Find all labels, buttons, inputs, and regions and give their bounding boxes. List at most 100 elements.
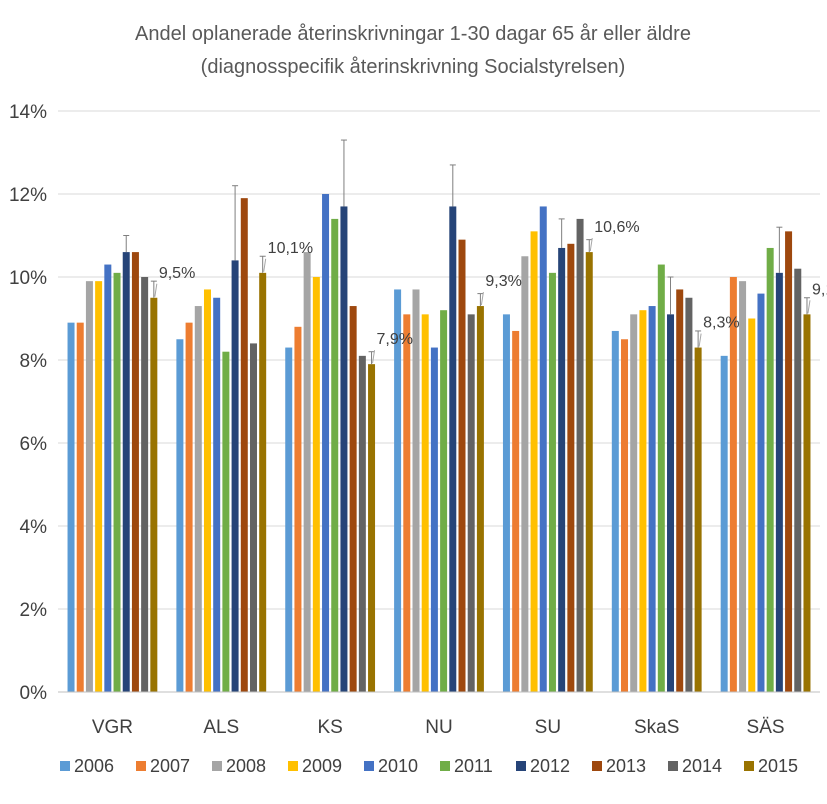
x-tick-label: ALS bbox=[203, 717, 239, 738]
legend-swatch bbox=[516, 761, 526, 771]
legend-label: 2012 bbox=[530, 756, 570, 776]
bar-SU-2008 bbox=[521, 256, 529, 692]
y-tick-label: 8% bbox=[20, 351, 48, 372]
data-label: 9,3% bbox=[485, 273, 521, 290]
bar-SU-2011 bbox=[548, 272, 556, 692]
bar-SkaS-2015 bbox=[694, 347, 702, 692]
bar-SU-2006 bbox=[502, 314, 510, 692]
chart-title: Andel oplanerade återinskrivningar 1-30 … bbox=[135, 23, 691, 45]
bar-NU-2014 bbox=[467, 314, 475, 692]
data-label-leader bbox=[480, 291, 484, 306]
bar-ALS-2008 bbox=[194, 306, 202, 692]
bar-VGR-2014 bbox=[141, 277, 149, 692]
legend: 2006 2007 2008 2009 2010 2011 2012 2013 2014 2015 bbox=[60, 756, 798, 776]
bar-SÄS-2011 bbox=[766, 247, 774, 692]
legend-swatch bbox=[60, 761, 70, 771]
bar-SkaS-2013 bbox=[676, 289, 684, 692]
bar-SU-2009 bbox=[530, 231, 538, 692]
bar-KS-2011 bbox=[331, 218, 339, 692]
x-tick-label: SÄS bbox=[747, 717, 785, 738]
y-tick-label: 14% bbox=[9, 102, 47, 123]
error-bars bbox=[123, 139, 810, 365]
legend-label: 2013 bbox=[606, 756, 646, 776]
x-tick-label: KS bbox=[317, 717, 342, 738]
bar-SkaS-2007 bbox=[621, 339, 629, 692]
bar-VGR-2012 bbox=[122, 252, 130, 692]
bar-KS-2013 bbox=[349, 306, 357, 692]
bar-NU-2012 bbox=[449, 206, 457, 692]
bars bbox=[67, 194, 811, 693]
bar-VGR-2006 bbox=[67, 322, 75, 692]
legend-swatch bbox=[212, 761, 222, 771]
bar-SÄS-2009 bbox=[748, 318, 756, 692]
chart-subtitle: (diagnosspecifik återinskrivning Socials… bbox=[201, 56, 626, 78]
bar-NU-2006 bbox=[394, 289, 402, 692]
bar-SkaS-2009 bbox=[639, 310, 647, 692]
bar-SU-2012 bbox=[558, 247, 566, 692]
bar-ALS-2009 bbox=[203, 289, 211, 692]
y-tick-label: 6% bbox=[20, 434, 48, 455]
bar-SU-2007 bbox=[512, 330, 520, 692]
bar-NU-2007 bbox=[403, 314, 411, 692]
bar-VGR-2008 bbox=[85, 281, 93, 692]
axes: 0% 2% 4% 6% 8% 10% 12% 14% VGR ALS KS NU SU SkaS SÄS bbox=[9, 102, 820, 738]
legend-label: 2010 bbox=[378, 756, 418, 776]
bar-ALS-2011 bbox=[222, 351, 230, 692]
bar-SÄS-2008 bbox=[739, 281, 747, 692]
bar-KS-2014 bbox=[358, 355, 366, 692]
legend-label: 2006 bbox=[74, 756, 114, 776]
bar-KS-2015 bbox=[368, 364, 376, 692]
legend-label: 2007 bbox=[150, 756, 190, 776]
y-tick-label: 2% bbox=[20, 600, 48, 621]
bar-ALS-2015 bbox=[259, 272, 267, 692]
bar-NU-2015 bbox=[476, 306, 484, 692]
bar-SÄS-2012 bbox=[775, 272, 783, 692]
bar-SkaS-2014 bbox=[685, 297, 693, 692]
y-tick-label: 12% bbox=[9, 185, 47, 206]
bar-KS-2007 bbox=[294, 326, 302, 692]
data-label: 8,3% bbox=[703, 315, 739, 332]
bar-KS-2009 bbox=[312, 277, 320, 692]
y-tick-label: 4% bbox=[20, 517, 48, 538]
bar-SkaS-2011 bbox=[657, 264, 665, 692]
data-labels: 9,5% 10,1% 7,9% 9,3% 10,6% 8,3% 9,1% bbox=[154, 219, 827, 364]
bar-SÄS-2007 bbox=[729, 277, 737, 692]
legend-swatch bbox=[364, 761, 374, 771]
legend-swatch bbox=[288, 761, 298, 771]
bar-KS-2010 bbox=[322, 194, 330, 692]
bar-SÄS-2010 bbox=[757, 293, 765, 692]
bar-SU-2015 bbox=[585, 252, 593, 692]
legend-label: 2008 bbox=[226, 756, 266, 776]
bar-VGR-2009 bbox=[95, 281, 103, 692]
bar-NU-2010 bbox=[430, 347, 438, 692]
data-label-leader bbox=[698, 333, 702, 347]
data-label: 9,5% bbox=[159, 265, 195, 282]
bar-SkaS-2006 bbox=[611, 330, 619, 692]
bar-SÄS-2013 bbox=[785, 231, 793, 692]
bar-SkaS-2008 bbox=[630, 314, 638, 692]
legend-label: 2011 bbox=[454, 756, 493, 776]
bar-VGR-2013 bbox=[131, 252, 139, 692]
bar-SÄS-2015 bbox=[803, 314, 811, 692]
legend-swatch bbox=[668, 761, 678, 771]
bar-VGR-2015 bbox=[150, 297, 158, 692]
bar-NU-2008 bbox=[412, 289, 420, 692]
y-tick-label: 0% bbox=[20, 683, 48, 704]
bar-VGR-2007 bbox=[76, 322, 84, 692]
y-tick-label: 10% bbox=[9, 268, 47, 289]
data-label-leader bbox=[589, 238, 593, 252]
data-label-leader bbox=[263, 258, 267, 272]
bar-ALS-2007 bbox=[185, 322, 193, 692]
bar-SkaS-2010 bbox=[648, 306, 656, 692]
gridlines bbox=[58, 110, 820, 610]
bar-ALS-2010 bbox=[213, 297, 221, 692]
legend-swatch bbox=[440, 761, 450, 771]
x-tick-label: SU bbox=[535, 717, 561, 738]
data-label: 9,1% bbox=[812, 281, 827, 298]
data-label: 10,1% bbox=[268, 240, 313, 257]
data-label: 7,9% bbox=[377, 331, 413, 348]
x-tick-label: SkaS bbox=[634, 717, 679, 738]
bar-ALS-2012 bbox=[231, 260, 239, 692]
bar-ALS-2006 bbox=[176, 339, 184, 692]
